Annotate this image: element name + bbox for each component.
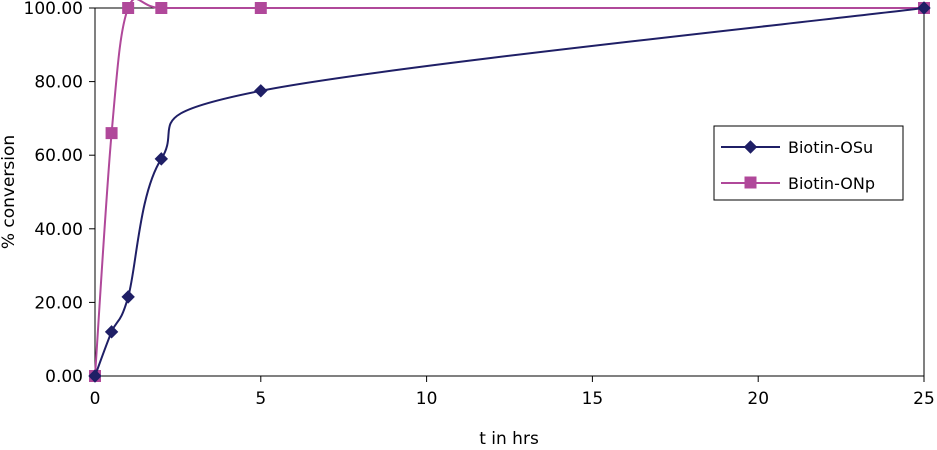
- series-line-biotin-osu: [94, 7, 925, 377]
- y-tick-label: 20.00: [34, 293, 83, 313]
- x-tick-label: 10: [416, 389, 438, 409]
- data-point-biotin-onp: [254, 2, 267, 14]
- y-tick-label: 60.00: [34, 146, 83, 166]
- x-tick-label: 25: [913, 389, 935, 409]
- y-axis-ticks: 0.00 20.00 40.00 60.00 80.00 100.00: [24, 0, 95, 387]
- data-point-biotin-onp: [105, 127, 118, 140]
- data-point-biotin-osu: [154, 152, 169, 166]
- data-point-biotin-osu: [917, 1, 931, 15]
- legend-label-biotin-onp: Biotin-ONp: [788, 174, 875, 193]
- y-tick-label: 0.00: [45, 367, 83, 387]
- x-axis-ticks: 0 5 10 15 20 25: [90, 376, 935, 409]
- x-tick-label: 20: [747, 389, 769, 409]
- data-point-biotin-onp: [155, 2, 168, 14]
- data-point-biotin-osu: [121, 290, 135, 304]
- data-point-biotin-osu: [254, 84, 268, 98]
- series-biotin-osu: [88, 1, 931, 383]
- y-tick-label: 100.00: [24, 0, 83, 19]
- legend-marker-biotin-osu: [743, 140, 758, 154]
- x-tick-label: 5: [255, 389, 266, 409]
- x-tick-label: 15: [582, 389, 604, 409]
- legend-marker-biotin-onp: [744, 176, 757, 189]
- series-layer: [88, 0, 931, 383]
- x-axis-title: t in hrs: [479, 429, 539, 449]
- y-tick-label: 80.00: [34, 73, 83, 93]
- y-axis-title: % conversion: [0, 135, 19, 249]
- legend: Biotin-OSu Biotin-ONp: [713, 125, 904, 201]
- y-tick-label: 40.00: [34, 220, 83, 240]
- data-point-biotin-osu: [104, 325, 119, 339]
- data-point-biotin-onp: [122, 2, 135, 14]
- legend-label-biotin-osu: Biotin-OSu: [788, 138, 873, 157]
- data-point-biotin-osu: [88, 369, 102, 383]
- x-tick-label: 0: [90, 389, 101, 409]
